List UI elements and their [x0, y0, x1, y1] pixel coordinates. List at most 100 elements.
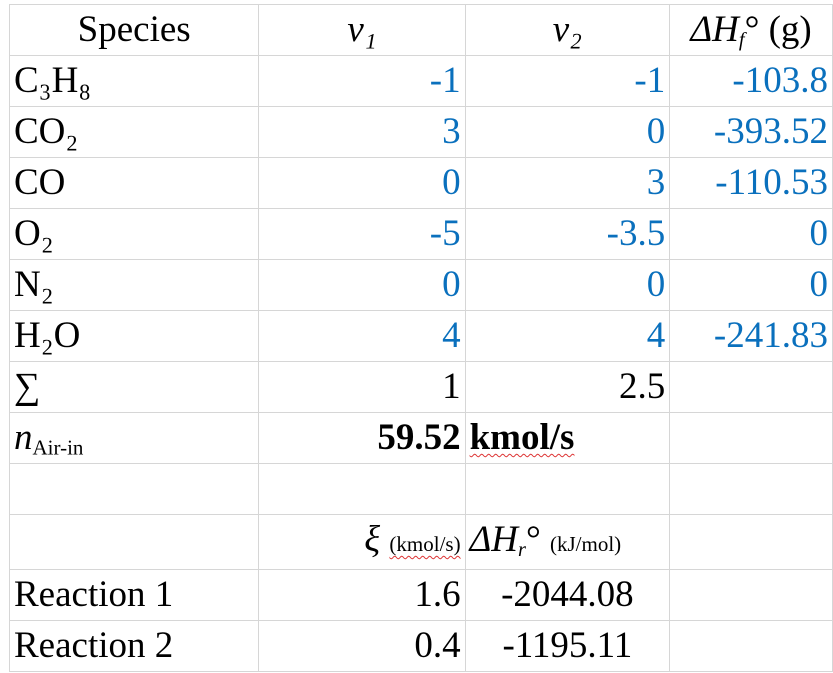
dhf-value: 0: [809, 213, 829, 254]
cell[interactable]: [669, 620, 833, 672]
cell[interactable]: -5: [258, 208, 466, 260]
cell[interactable]: -393.52: [669, 106, 833, 158]
cell[interactable]: ∑: [8, 361, 260, 413]
cell[interactable]: ΔHf° (g): [669, 4, 833, 56]
cell[interactable]: [8, 463, 260, 515]
cell[interactable]: -110.53: [669, 157, 833, 209]
nu1-value: 3: [442, 111, 461, 152]
air-sub: Air-in: [32, 435, 84, 460]
cell[interactable]: Species: [8, 4, 260, 56]
cell[interactable]: [669, 412, 833, 464]
cell[interactable]: N₂: [8, 259, 260, 311]
cell[interactable]: nAir-in: [8, 412, 260, 464]
species-row: CO 0 3 -110.53: [8, 157, 833, 209]
cell[interactable]: 2.5: [464, 361, 671, 413]
dhr-value: -2044.08: [501, 574, 634, 615]
species-name: C₃H₈: [14, 60, 92, 101]
nu2-value: 3: [646, 162, 666, 203]
nu2-value: 0: [646, 111, 666, 152]
cell[interactable]: -3.5: [464, 208, 671, 260]
species-name: CO₂: [14, 111, 79, 152]
cell[interactable]: [258, 463, 466, 515]
cell[interactable]: 1.6: [258, 569, 466, 621]
cell[interactable]: 0: [258, 157, 466, 209]
cell[interactable]: 59.52: [258, 412, 466, 464]
nu2-value: -1: [634, 60, 666, 101]
species-row: CO₂ 3 0 -393.52: [8, 106, 833, 158]
cell[interactable]: 0: [669, 259, 833, 311]
species-row: N₂ 0 0 0: [8, 259, 833, 311]
cell[interactable]: -103.8: [669, 55, 833, 107]
cell[interactable]: Reaction 1: [8, 569, 260, 621]
cell[interactable]: [669, 463, 833, 515]
reaction-row: Reaction 1 1.6 -2044.08: [8, 569, 833, 621]
reaction-row: Reaction 2 0.4 -1195.11: [8, 620, 833, 672]
cell[interactable]: ν₂: [464, 4, 671, 56]
dhr-base: ΔH: [469, 519, 519, 560]
cell[interactable]: [669, 569, 833, 621]
air-row: nAir-in 59.52 kmol/s: [8, 412, 833, 464]
cell[interactable]: 0: [258, 259, 466, 311]
dhr-sub: r: [518, 539, 526, 562]
dhf-value: -110.53: [715, 162, 828, 203]
cell[interactable]: 0: [669, 208, 833, 260]
header-nu1: ν₁: [347, 9, 377, 50]
cell[interactable]: [669, 361, 833, 413]
cell[interactable]: C₃H₈: [8, 55, 260, 107]
cell[interactable]: Reaction 2: [8, 620, 260, 672]
cell[interactable]: 0: [464, 106, 671, 158]
cell[interactable]: 4: [258, 310, 466, 362]
dhr-rest: °: [525, 519, 541, 560]
cell[interactable]: 0.4: [258, 620, 466, 672]
cell[interactable]: 1: [258, 361, 466, 413]
sum-nu2: 2.5: [618, 366, 666, 407]
xi-unit: (kmol/s): [389, 532, 461, 556]
species-row: H₂O 4 4 -241.83: [8, 310, 833, 362]
nu1-value: -1: [429, 60, 461, 101]
species-name: H₂O: [14, 315, 81, 356]
header-dhf-base: ΔH: [690, 9, 739, 50]
cell[interactable]: -1195.11: [464, 620, 671, 672]
cell[interactable]: -241.83: [669, 310, 833, 362]
cell[interactable]: 0: [464, 259, 671, 311]
empty-row: [8, 463, 833, 515]
sum-row: ∑ 1 2.5: [8, 361, 833, 413]
cell[interactable]: 3: [464, 157, 671, 209]
dhf-value: -393.52: [713, 111, 828, 152]
nu2-value: 0: [646, 264, 666, 305]
cell[interactable]: -2044.08: [464, 569, 671, 621]
nu1-value: 0: [442, 264, 461, 305]
species-row: C₃H₈ -1 -1 -103.8: [8, 55, 833, 107]
header-species: Species: [77, 9, 191, 50]
header-nu2: ν₂: [552, 9, 583, 50]
cell[interactable]: -1: [464, 55, 671, 107]
reaction-header-row: ξ (kmol/s) ΔHr° (kJ/mol): [8, 514, 833, 570]
cell[interactable]: H₂O: [8, 310, 260, 362]
reaction-name: Reaction 2: [14, 625, 174, 666]
nu1-value: -5: [429, 213, 461, 254]
cell[interactable]: 3: [258, 106, 466, 158]
cell[interactable]: CO: [8, 157, 260, 209]
cell[interactable]: [8, 514, 260, 570]
cell[interactable]: 4: [464, 310, 671, 362]
cell[interactable]: ΔHr° (kJ/mol): [464, 514, 671, 570]
cell[interactable]: [669, 514, 833, 570]
cell[interactable]: O₂: [8, 208, 260, 260]
header-dhf-rest: ° (g): [744, 9, 812, 50]
cell[interactable]: [464, 463, 671, 515]
air-unit: kmol/s: [469, 417, 575, 458]
cell[interactable]: kmol/s: [464, 412, 671, 464]
cell[interactable]: ν₁: [258, 4, 466, 56]
cell[interactable]: -1: [258, 55, 466, 107]
cell[interactable]: CO₂: [8, 106, 260, 158]
dhf-value: -241.83: [713, 315, 828, 356]
species-name: O₂: [14, 213, 54, 254]
nu2-value: 4: [646, 315, 666, 356]
nu1-value: 0: [442, 162, 461, 203]
data-table: Species ν₁ ν₂ ΔHf° (g) C₃H₈ -1 -1 -103.8 CO₂…: [8, 4, 833, 672]
xi-value: 0.4: [414, 625, 461, 666]
cell[interactable]: ξ (kmol/s): [258, 514, 466, 570]
nu2-value: -3.5: [606, 213, 666, 254]
air-symbol: n: [14, 417, 33, 458]
species-row: O₂ -5 -3.5 0: [8, 208, 833, 260]
